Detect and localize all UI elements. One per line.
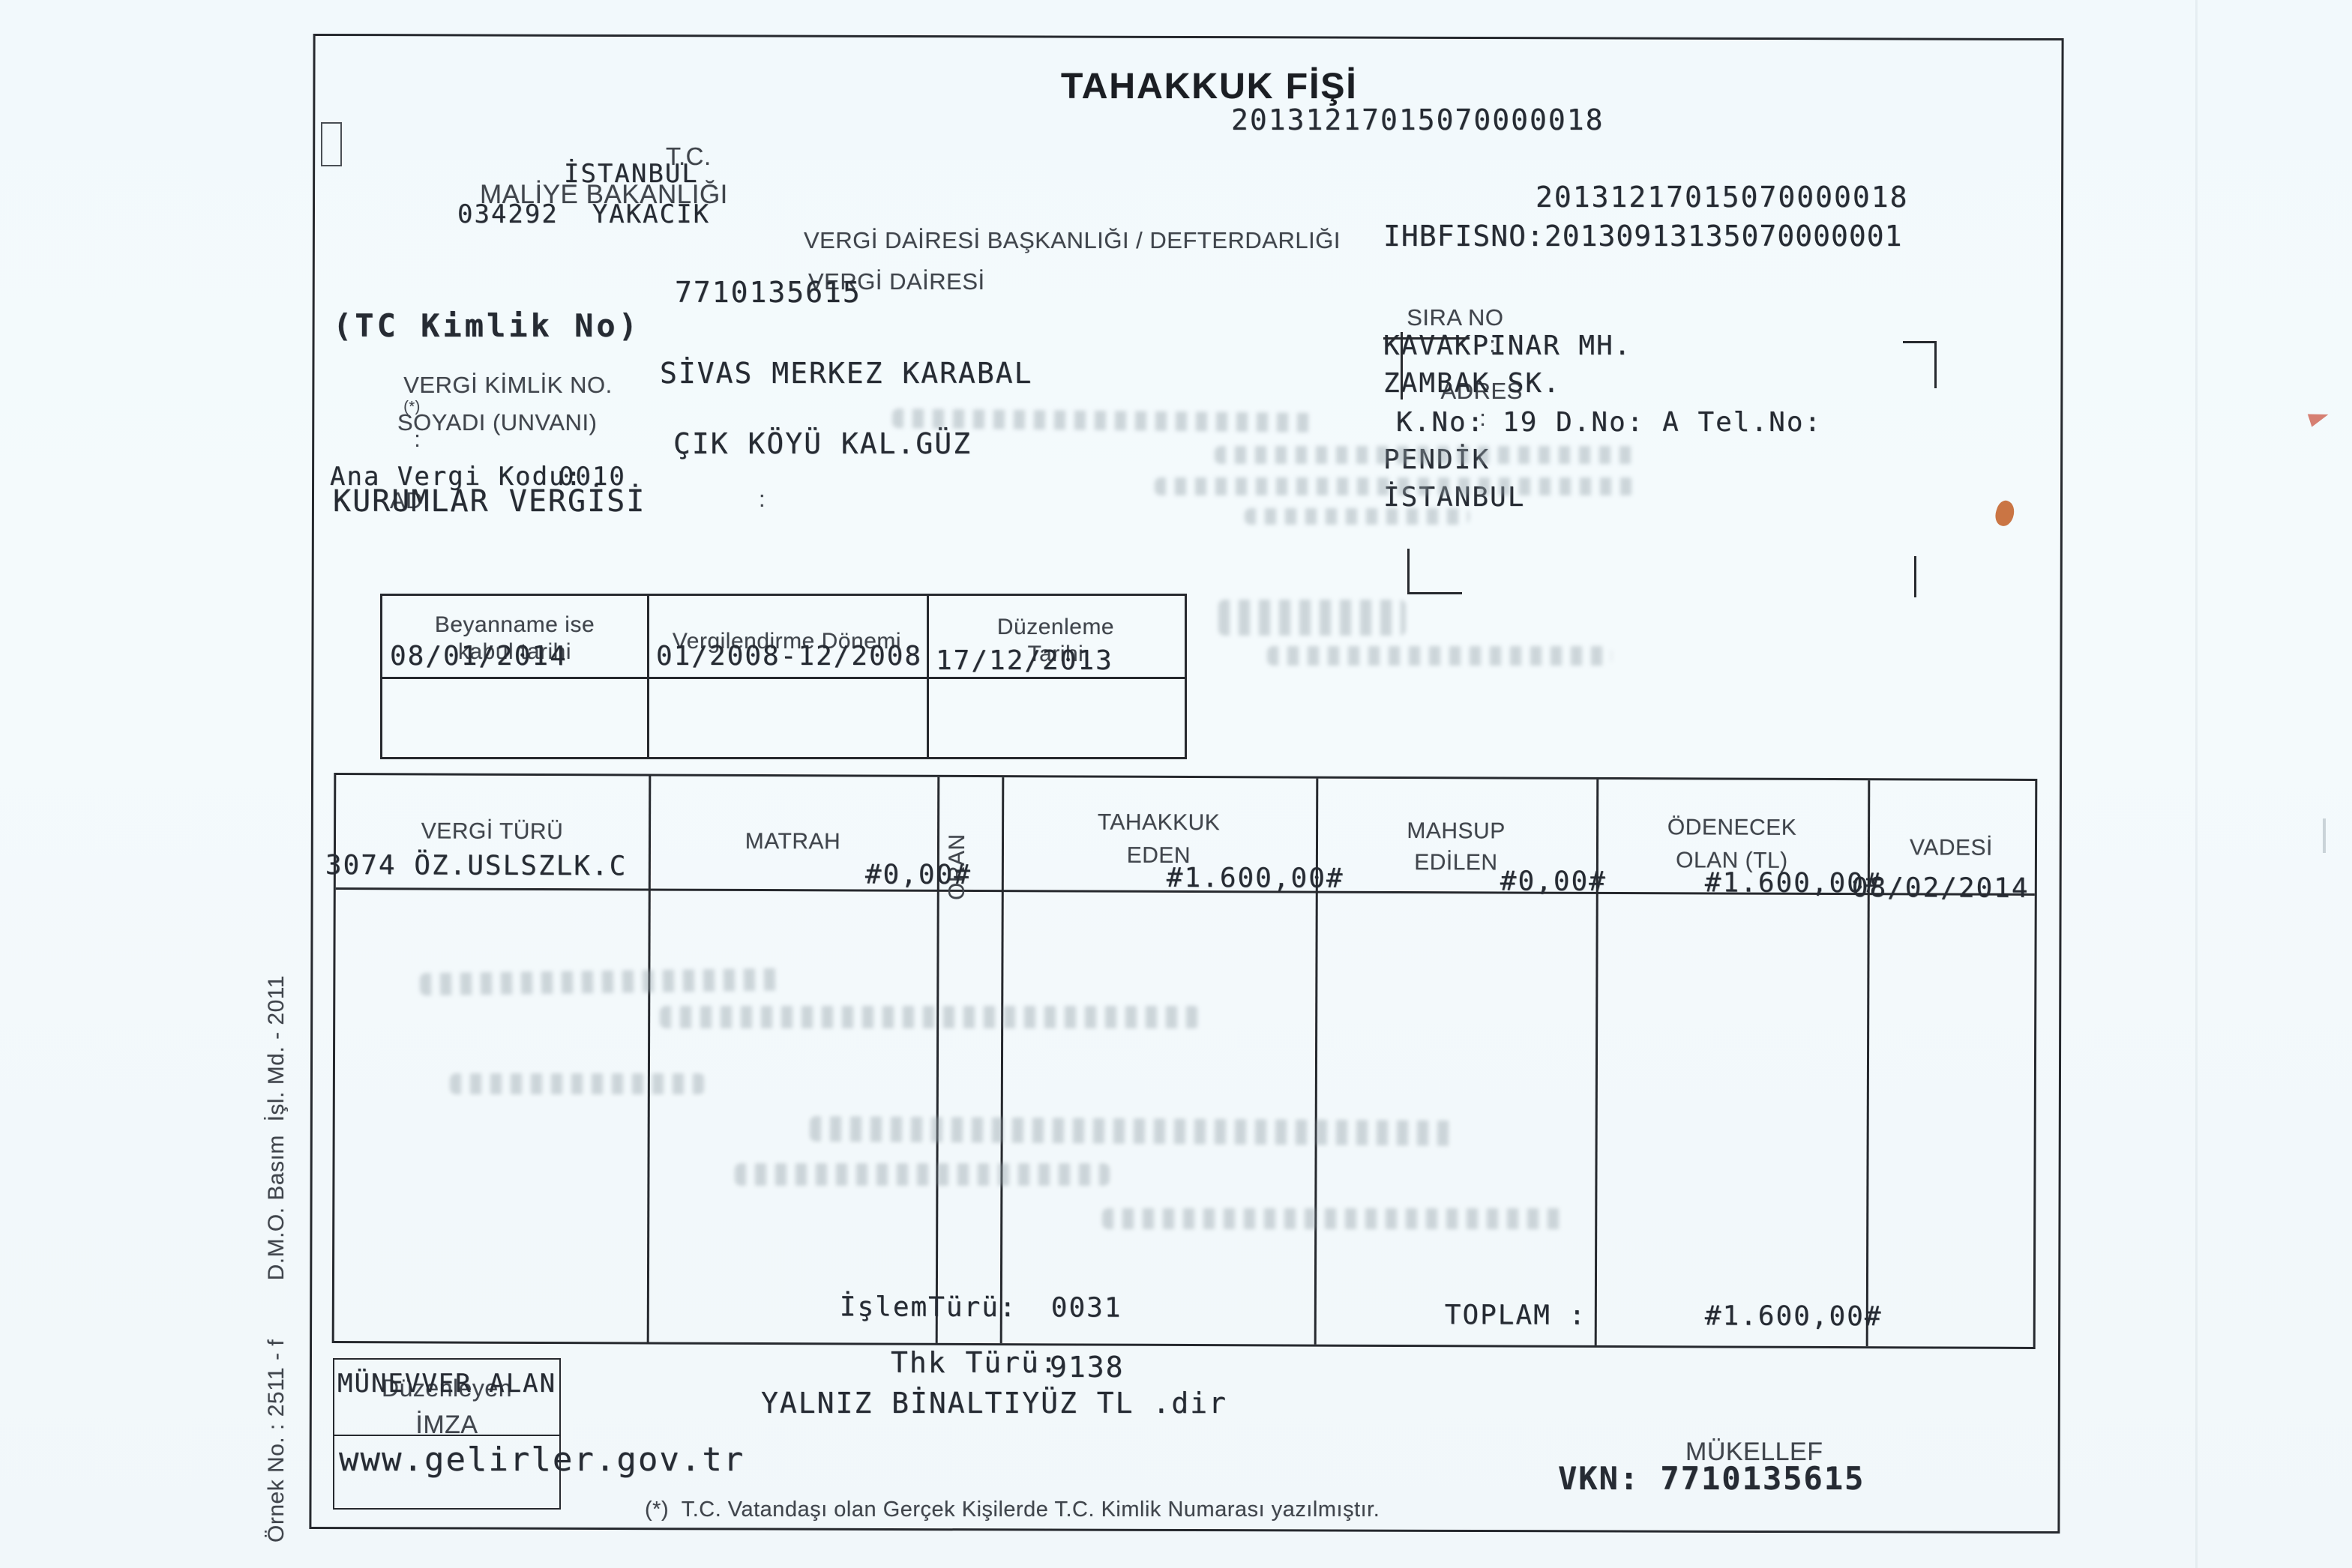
beyanname-date: 08/01/2014 [390, 641, 568, 672]
tax-table: VERGİ TÜRÜ MATRAH ORAN TAHAKKUK EDEN MAH… [325, 773, 2038, 1349]
basim-reference: D.M.O. Basım İşl. Md. - 2011 [264, 975, 289, 1281]
col-header-mahsup-1: MAHSUP [1407, 818, 1506, 844]
duzenleyen-label: Düzenleyen [382, 1375, 512, 1402]
bleed-through-artifact [1155, 477, 1634, 495]
ihbar-fis-number: IHBFISNO:20130913135070000001 [1383, 220, 1903, 253]
print-reference: Örnek No. : 2511 - f D.M.O. Basım İşl. M… [264, 928, 289, 1543]
col-header-vergi-turu: VERGİ TÜRÜ [421, 818, 564, 845]
sira-no-label: SIRA NO : [1393, 277, 1504, 358]
page-title: TAHAKKUK FİŞİ [1061, 67, 1358, 106]
duzenleme-date: 17/12/2013 [936, 645, 1113, 676]
address-line-5: İSTANBUL [1383, 482, 1526, 513]
thk-turu-value: 9138 [1050, 1351, 1125, 1384]
header-office-code: 034292 YAKACIK [457, 199, 711, 229]
toplam-label: TOPLAM : [1444, 1300, 1587, 1331]
bleed-through-artifact [1102, 1208, 1567, 1229]
tc-kimlik-label: (TC Kimlik No) [333, 307, 641, 344]
adres-label: ADRES : [1428, 351, 1523, 432]
signature-box: Düzenleyen İMZA [333, 1358, 561, 1510]
row-matrah: #0,00# [864, 859, 972, 891]
col-header-tahakkuk-1: TAHAKKUK [1097, 809, 1221, 836]
date-table-divider-2 [927, 596, 929, 757]
fis-number: 20131217015070000018 [1536, 181, 1909, 214]
row-tahakkuk: #1.600,00# [1166, 862, 1344, 894]
corner-tick-bottom-right [1914, 556, 1916, 597]
address-line-2: ZAMBAK SK. [1383, 368, 1561, 399]
stamp-checkbox [321, 122, 342, 166]
sira-no-text: SIRA NO [1407, 304, 1504, 331]
mukellef-label: MÜKELLEF [1685, 1438, 1823, 1466]
bleed-through-artifact [1218, 600, 1406, 636]
name-value: KURUMLAR VERGİSİ [333, 484, 646, 519]
bleed-through-artifact [450, 1073, 705, 1094]
name-label: ADI [390, 487, 430, 513]
adres-text: ADRES [1440, 378, 1523, 404]
address-line-4: PENDİK [1383, 444, 1491, 475]
row-vergi-turu: 3074 ÖZ.USLSZLK.C [325, 849, 628, 882]
beyanname-label-2: kabul tarihi [457, 639, 572, 664]
website: www.gelirler.gov.tr [339, 1441, 745, 1479]
imza-label: İMZA [415, 1411, 478, 1439]
header-tc: T.C. [666, 142, 712, 170]
thk-turu-label: Thk Türü: [891, 1346, 1059, 1379]
footnote-star: (*) [403, 399, 421, 415]
toplam-value: #1.600,00# [1704, 1300, 1883, 1333]
corner-bracket-bottom-left [1407, 549, 1462, 594]
signature-box-line [334, 1435, 559, 1436]
bleed-through-artifact [809, 1115, 1455, 1147]
vkn-value: VKN: 7710135615 [1558, 1460, 1865, 1497]
document-number: 20131217015070000018 [1231, 103, 1604, 136]
col-header-matrah: MATRAH [745, 828, 841, 854]
col-header-odenecek-1: ÖDENECEK [1667, 815, 1797, 840]
main-tax-code-label: Ana Vergi Kodu: [330, 462, 583, 492]
header-city: İSTANBUL [564, 159, 699, 189]
col-header-vadesi: VADESİ [1910, 835, 1993, 860]
islem-turu-value: 0031 [1050, 1292, 1122, 1324]
corner-bracket-top-right [1903, 341, 1937, 388]
vergi-kimlik-colon: : [414, 426, 421, 453]
bleed-through-artifact [1215, 446, 1634, 464]
address-strike-mark [1383, 337, 1470, 340]
header-tax-office-label: VERGİ DAİRESİ [808, 268, 985, 295]
islem-turu-label: İşlemTürü: [839, 1291, 1017, 1324]
date-table-divider-1 [647, 596, 649, 757]
sira-no-colon: : [1489, 331, 1497, 358]
surname-label: SOYADI (UNVANI) [397, 409, 598, 435]
ornek-no: Örnek No. : 2511 - f [264, 1339, 289, 1543]
bleed-through-artifact [1245, 508, 1470, 525]
surname-value: ÇIK KÖYÜ KAL.GÜZ [673, 427, 972, 460]
vergilendirme-period: 01/2008-12/2008 [656, 641, 923, 672]
address-line-3: K.No: 19 D.No: A Tel.No: [1396, 407, 1823, 438]
main-tax-code-value: 0010 [559, 462, 626, 492]
duzenleme-label-2: Tarihi [1027, 642, 1084, 666]
header-tax-office-no: 7710135615 [675, 276, 861, 309]
paper-crease [2195, 0, 2198, 1568]
tax-table-divider-1 [646, 776, 652, 1342]
tax-office-value: SİVAS MERKEZ KARABAL [660, 357, 1033, 390]
bleed-through-artifact [1267, 646, 1612, 666]
preparer-name: MÜNEVVER ALAN [337, 1369, 557, 1399]
beyanname-label-1: Beyanname ise [434, 612, 595, 637]
vergilendirme-label: Vergilendirme Dönemi [672, 629, 902, 654]
vergi-kimlik-text: VERGİ KİMLİK NO. [403, 372, 613, 398]
red-edge-mark-icon [2307, 408, 2331, 427]
row-vadesi: 08/02/2014 [1851, 872, 2030, 904]
scan-edge-artifact [2323, 818, 2326, 853]
name-colon: : [759, 486, 766, 512]
header-department: VERGİ DAİRESİ BAŞKANLIĞI / DEFTERDARLIĞI [804, 227, 1341, 253]
date-table-hline [382, 677, 1185, 679]
bleed-through-artifact [660, 1006, 1200, 1028]
duzenleme-label-1: Düzenleme [996, 615, 1115, 639]
vergi-kimlik-label: VERGİ KİMLİK NO. (*) : [390, 345, 613, 453]
amount-in-words: YALNIZ BİNALTIYÜZ TL .dir [761, 1387, 1227, 1420]
adres-colon: : [1479, 405, 1487, 431]
footnote: (*) T.C. Vatandaşı olan Gerçek Kişilerde… [645, 1498, 1380, 1522]
address-line-1: KAVAKPINAR MH. [1383, 331, 1632, 361]
row-mahsup: #0,00# [1500, 866, 1607, 897]
date-table: Beyanname ise kabul tarihi Vergilendirme… [380, 594, 1187, 759]
bleed-through-artifact [735, 1163, 1110, 1186]
address-left-tick [1401, 332, 1403, 399]
header-ministry: MALİYE BAKANLIĞI [480, 180, 728, 209]
